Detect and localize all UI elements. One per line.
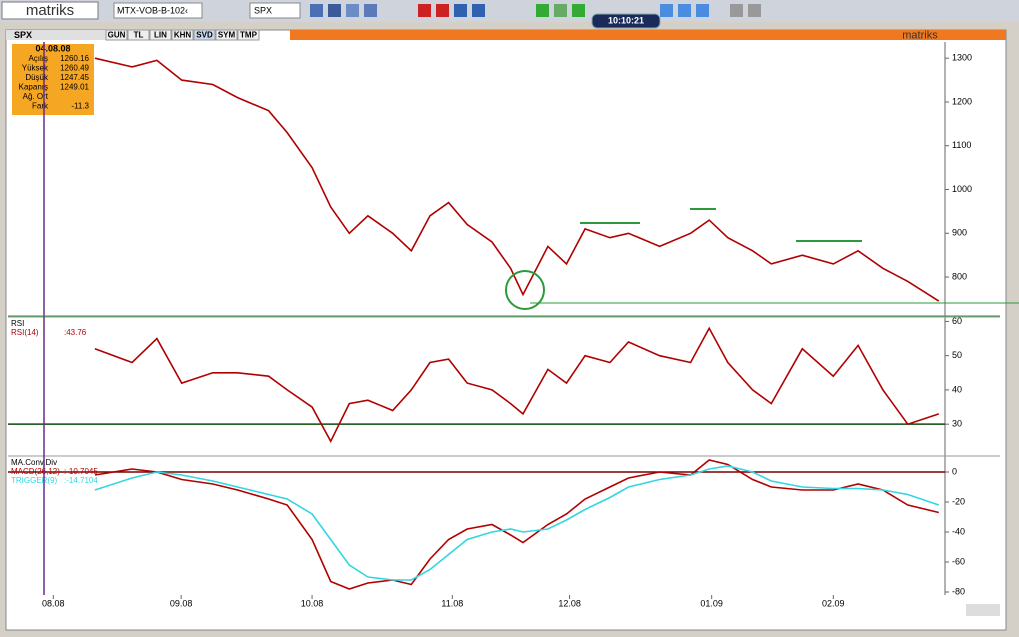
tab-label: KHN: [174, 31, 192, 40]
y-tick-label: 900: [952, 228, 967, 238]
toolbar-icons: [310, 4, 761, 17]
x-tick-label: 12.08: [558, 598, 581, 608]
icon[interactable]: [572, 4, 585, 17]
series-line: [94, 326, 940, 444]
icon[interactable]: [696, 4, 709, 17]
info-value: 1260.16: [60, 54, 89, 63]
scroll-buttons[interactable]: [966, 604, 1000, 616]
y-tick-label: 50: [952, 350, 962, 360]
tab-button[interactable]: [149, 29, 172, 41]
info-value: -11.3: [71, 102, 89, 111]
y-tick-label: -80: [952, 586, 965, 596]
circle-annotation: [505, 270, 545, 310]
legend-name: MACD(26,12): [11, 467, 60, 476]
y-tick-label: -60: [952, 556, 965, 566]
y-tick-label: 0: [952, 466, 957, 476]
legend-name: TRIGGER(9): [11, 476, 58, 485]
series-line: [94, 465, 940, 581]
tab-label: SVD: [196, 31, 213, 40]
panel-title: MA.Conv.Div: [11, 458, 57, 467]
tab-label: GUN: [108, 31, 126, 40]
chart-window: [5, 29, 1007, 631]
legend-name: RSI(14): [11, 328, 39, 337]
symbol-list-text: MTX-VOB-B-102‹: [117, 5, 188, 15]
y-tick-label: 60: [952, 316, 962, 326]
info-rows: Açılış 1260.16 Yüksek 1260.49 Düşük 1247.45 Ka…: [19, 54, 90, 111]
tab-symbol: SPX: [14, 30, 32, 40]
x-tick-label: 01.09: [700, 598, 723, 608]
tab-button[interactable]: [105, 29, 128, 41]
y-tick-label: -40: [952, 526, 965, 536]
icon[interactable]: [418, 4, 431, 17]
icon[interactable]: [364, 4, 377, 17]
y-tick-label: 40: [952, 384, 962, 394]
info-value: 1249.01: [60, 83, 89, 92]
symbol-select[interactable]: [249, 2, 301, 19]
legend-readout: :-10.7045: [64, 467, 98, 476]
info-label: Kapanış: [19, 83, 48, 92]
logo: matriks: [26, 2, 74, 19]
legend-readout: :-14.7104: [64, 476, 98, 485]
icon[interactable]: [678, 4, 691, 17]
clock-box: [591, 13, 661, 29]
panel-title: RSI: [11, 319, 24, 328]
icon[interactable]: [554, 4, 567, 17]
y-tick-label: 30: [952, 419, 962, 429]
x-tick-label: 02.09: [822, 598, 845, 608]
info-label: Düşük: [25, 73, 49, 82]
x-tick-label: 08.08: [42, 598, 65, 608]
tab-button[interactable]: [193, 29, 216, 41]
tab-symbol-bg: [6, 30, 106, 40]
symbol-select-text: SPX: [254, 5, 272, 15]
tab-buttons: GUN TL LIN KHN SVD SYM TMP: [105, 29, 260, 41]
info-box: [12, 44, 94, 115]
icon[interactable]: [310, 4, 323, 17]
info-label: Fark: [32, 102, 49, 111]
tab-label: TMP: [240, 31, 258, 40]
tab-label: TL: [134, 31, 144, 40]
tab-button[interactable]: [171, 29, 194, 41]
icon[interactable]: [472, 4, 485, 17]
series-line: [94, 57, 940, 302]
tab-button[interactable]: [237, 29, 260, 41]
info-date: 04.08.08: [35, 43, 70, 53]
y-tick-label: 1100: [952, 140, 971, 150]
icon[interactable]: [660, 4, 673, 17]
x-tick-label: 09.08: [170, 598, 193, 608]
y-tick-label: 1000: [952, 184, 972, 194]
logo-box: [1, 1, 99, 20]
icon[interactable]: [328, 4, 341, 17]
brand: matriks: [902, 29, 938, 41]
tab-label: SYM: [218, 31, 236, 40]
info-label: Ağ. Ort: [23, 92, 49, 101]
info-value: 1260.49: [60, 64, 89, 73]
info-label: Açılış: [28, 54, 48, 63]
tab-button[interactable]: [215, 29, 238, 41]
icon[interactable]: [730, 4, 743, 17]
tab-button[interactable]: [127, 29, 150, 41]
series-line: [94, 459, 939, 590]
info-label: Yüksek: [22, 64, 49, 73]
icon[interactable]: [748, 4, 761, 17]
y-tick-label: -20: [952, 496, 965, 506]
x-tick-label: 11.08: [441, 598, 463, 608]
plot-area: 800 900 1000 1100 1200 1300 30 40 50 60 RSIRSI(14)…: [8, 42, 1000, 608]
tab-label: LIN: [154, 31, 167, 40]
info-value: 1247.45: [60, 73, 89, 82]
icon[interactable]: [346, 4, 359, 17]
legend-readout: :43.76: [64, 328, 87, 337]
icon[interactable]: [536, 4, 549, 17]
symbol-list[interactable]: [113, 2, 203, 19]
x-tick-label: 10.08: [301, 598, 324, 608]
clock: 10:10:21: [608, 15, 644, 25]
y-tick-label: 800: [952, 271, 967, 281]
y-tick-label: 1300: [952, 53, 972, 63]
brand-bar: [290, 30, 1006, 40]
icon[interactable]: [454, 4, 467, 17]
y-tick-label: 1200: [952, 96, 972, 106]
icon[interactable]: [436, 4, 449, 17]
